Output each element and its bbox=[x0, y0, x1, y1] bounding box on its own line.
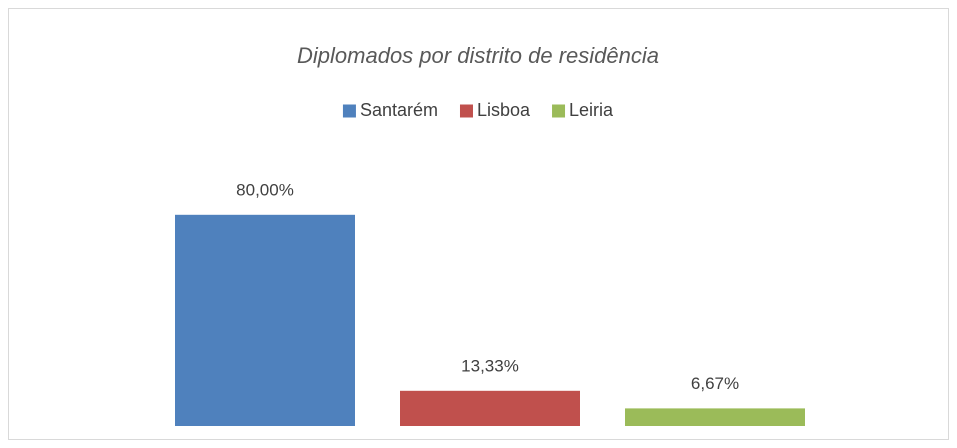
legend-label: Santarém bbox=[360, 100, 438, 120]
bar bbox=[400, 390, 580, 426]
legend-label: Leiria bbox=[569, 100, 614, 120]
legend-swatch bbox=[459, 104, 473, 118]
bar bbox=[625, 408, 805, 426]
legend-swatch bbox=[342, 104, 356, 118]
legend-swatch bbox=[552, 104, 566, 118]
data-label: 6,67% bbox=[691, 374, 739, 393]
chart-title: Diplomados por distrito de residência bbox=[297, 43, 659, 68]
data-label: 80,00% bbox=[236, 180, 294, 199]
chart-border bbox=[8, 8, 949, 440]
bar bbox=[175, 214, 355, 426]
legend-label: Lisboa bbox=[477, 100, 531, 120]
data-label: 13,33% bbox=[461, 356, 519, 375]
